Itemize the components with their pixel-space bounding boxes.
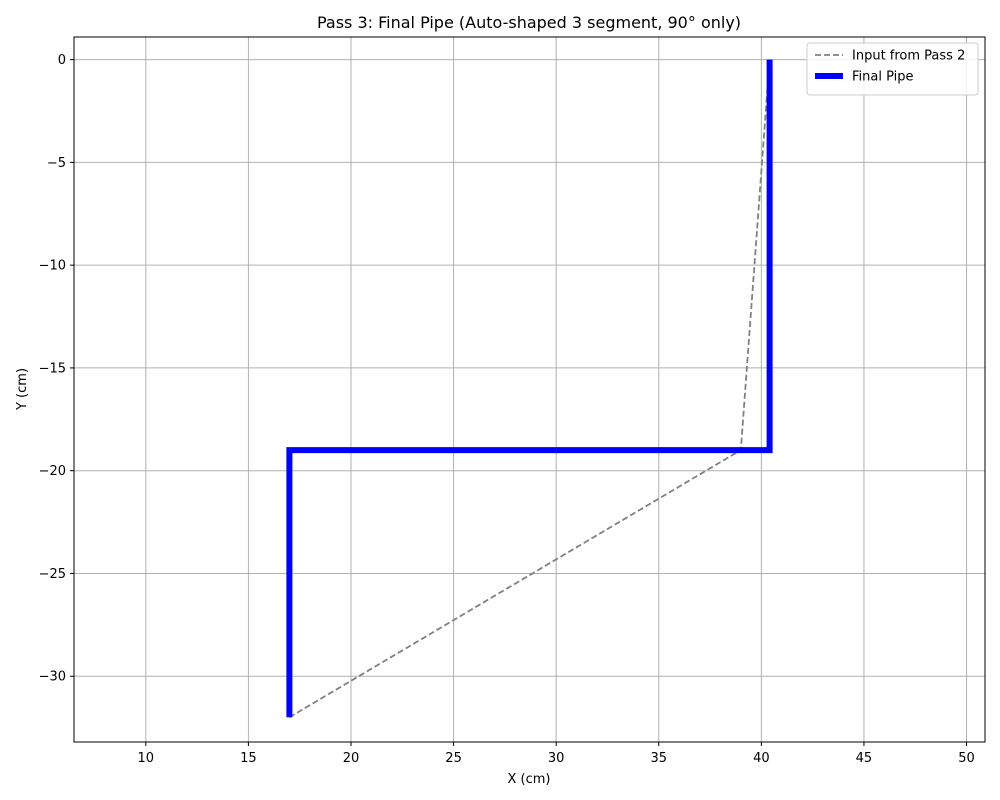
x-tick-label: 35 [650, 751, 667, 766]
grid [74, 37, 985, 742]
series-line-final-pipe [286, 59, 773, 718]
plot-series [286, 59, 773, 719]
y-tick-label: −30 [39, 670, 66, 685]
x-axis-title: X (cm) [508, 772, 551, 787]
plot-frame [73, 36, 986, 743]
y-tick-label: −10 [39, 259, 66, 274]
x-tick-label: 45 [856, 751, 873, 766]
y-tick-label: −15 [39, 361, 66, 376]
legend-label: Input from Pass 2 [852, 49, 965, 64]
axis-ticks: 10 15 20 25 30 35 40 45 50 0 −5 −10 −15 −20 −25 −30 [39, 53, 975, 766]
y-tick-label: −20 [39, 464, 66, 479]
legend-label: Final Pipe [852, 70, 914, 85]
x-tick-label: 40 [753, 751, 770, 766]
legend: Input from Pass 2 Final Pipe [806, 42, 979, 96]
y-tick-label: 0 [58, 53, 66, 68]
x-tick-label: 15 [240, 751, 257, 766]
x-tick-label: 50 [958, 751, 975, 766]
y-tick-label: −25 [39, 567, 66, 582]
y-tick-label: −5 [47, 156, 66, 171]
x-tick-label: 20 [343, 751, 360, 766]
x-tick-label: 30 [548, 751, 565, 766]
x-tick-label: 10 [138, 751, 155, 766]
chart-title: Pass 3: Final Pipe (Auto-shaped 3 segmen… [317, 13, 741, 32]
y-axis-title: Y (cm) [15, 368, 30, 411]
x-tick-label: 25 [445, 751, 462, 766]
legend-box [806, 42, 979, 96]
